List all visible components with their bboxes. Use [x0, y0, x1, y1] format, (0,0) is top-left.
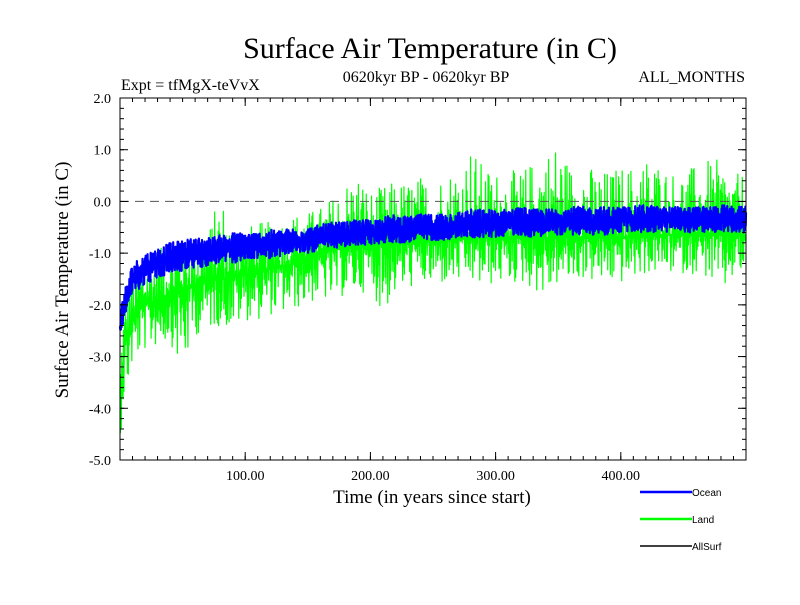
y-tick-label: -2.0 [89, 299, 111, 314]
tick-layer: -5.0 -4.0 -3.0 -2.0 -1.0 0.0 1.0 2.0 100.00 200.0… [89, 92, 746, 484]
series-ocean [118, 204, 748, 331]
series-line-ocean [118, 204, 748, 331]
period-label: 0620kyr BP - 0620kyr BP [343, 69, 510, 86]
y-tick-label: 2.0 [94, 92, 112, 107]
y-tick-label: 1.0 [94, 144, 112, 159]
series-line-land [119, 152, 747, 434]
months-label: ALL_MONTHS [638, 69, 745, 86]
expt-label: Expt = tfMgX-teVvX [121, 77, 260, 94]
y-tick-label: 0.0 [94, 195, 112, 210]
legend: Ocean Land AllSurf [640, 488, 722, 553]
x-axis-label: Time (in years since start) [333, 487, 531, 508]
x-tick-label: 300.00 [476, 469, 515, 484]
y-tick-label: -4.0 [89, 402, 111, 417]
y-axis-label: Surface Air Temperature (in C) [52, 162, 73, 399]
x-tick-label: 200.00 [351, 469, 390, 484]
legend-label-land: Land [692, 515, 714, 526]
x-tick-label: 100.00 [226, 469, 265, 484]
series-land [119, 152, 747, 434]
legend-label-ocean: Ocean [692, 488, 721, 499]
y-tick-label: -5.0 [89, 454, 111, 469]
legend-label-allsurf: AllSurf [692, 542, 722, 553]
y-tick-label: -1.0 [89, 247, 111, 262]
series-layer [118, 152, 748, 434]
x-tick-label: 400.00 [602, 469, 641, 484]
chart-title: Surface Air Temperature (in C) [243, 32, 617, 65]
y-tick-label: -3.0 [89, 351, 111, 366]
